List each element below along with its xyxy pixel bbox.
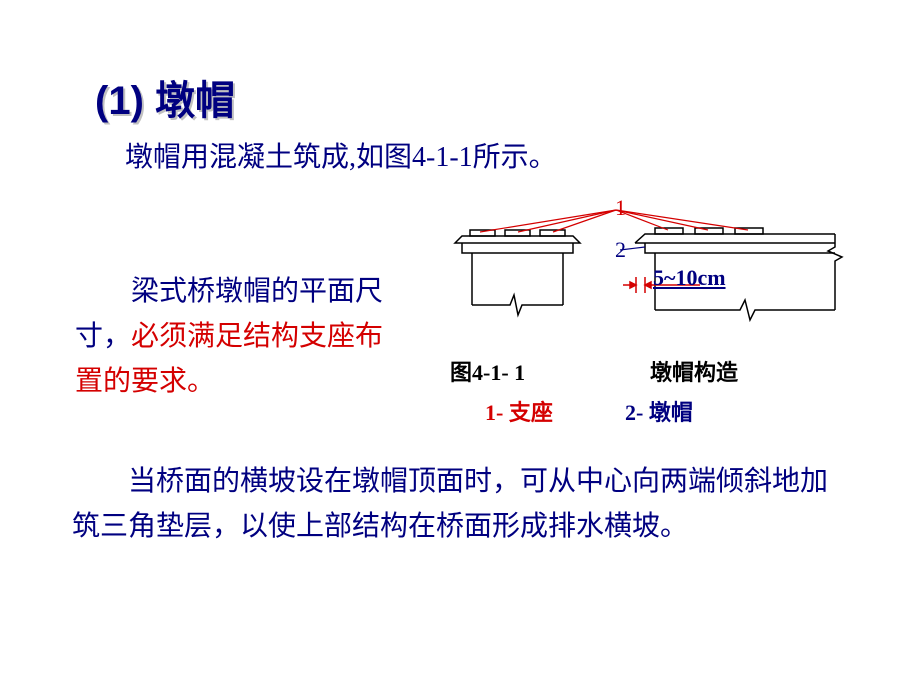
figure-caption-left: 图4-1- 1 xyxy=(450,355,525,387)
legend-1: 1- 支座 xyxy=(485,395,553,427)
figure-caption-right: 墩帽构造 xyxy=(650,355,738,387)
dimension-text: 5~10cm xyxy=(653,265,726,291)
left-paragraph: 梁式桥墩帽的平面尺寸，必须满足结构支座布置的要求。 xyxy=(75,270,395,404)
bottom-paragraph: 当桥面的横坡设在墩帽顶面时，可从中心向两端倾斜地加筑三角垫层，以使上部结构在桥面… xyxy=(72,460,832,550)
legend-2: 2- 墩帽 xyxy=(625,395,693,427)
bottom-para-text: 当桥面的横坡设在墩帽顶面时，可从中心向两端倾斜地加筑三角垫层，以使上部结构在桥面… xyxy=(72,466,828,542)
intro-text: 墩帽用混凝土筑成,如图4-1-1所示。 xyxy=(125,135,557,175)
callout-label-1: 1 xyxy=(615,195,626,221)
section-title: (1) 墩帽 xyxy=(95,68,235,126)
callout-label-2: 2 xyxy=(615,237,626,263)
figure-area: 1 2 5~10cm 图4-1- 1 墩帽构造 1- 支座 2- 墩帽 xyxy=(440,195,880,425)
